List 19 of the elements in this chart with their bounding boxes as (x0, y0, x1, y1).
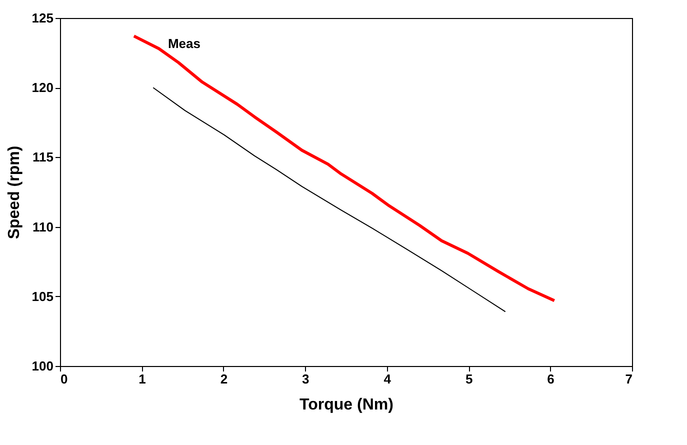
series-label: Meas (168, 36, 200, 52)
x-tick-label: 1 (138, 372, 146, 386)
x-tick-label: 6 (547, 372, 554, 386)
x-tick-label: 5 (465, 372, 473, 386)
x-tick-label: 7 (625, 372, 632, 386)
x-tick-label: 2 (220, 372, 228, 386)
x-tick-label: 3 (302, 372, 310, 386)
y-tick-label: 120 (32, 80, 54, 96)
line-series (152, 87, 506, 312)
x-tick-label: 4 (384, 372, 392, 386)
y-axis-title: Speed (rpm) (6, 146, 23, 240)
x-tick-label: 0 (60, 372, 68, 386)
y-tick-label: 105 (32, 288, 54, 304)
x-axis-title: Torque (Nm) (300, 396, 394, 414)
line-series (132, 34, 556, 302)
y-tick-label: 110 (32, 219, 54, 234)
y-tick-label: 125 (32, 10, 54, 26)
y-tick-label: 100 (32, 358, 54, 374)
y-tick-label: 115 (32, 150, 54, 165)
